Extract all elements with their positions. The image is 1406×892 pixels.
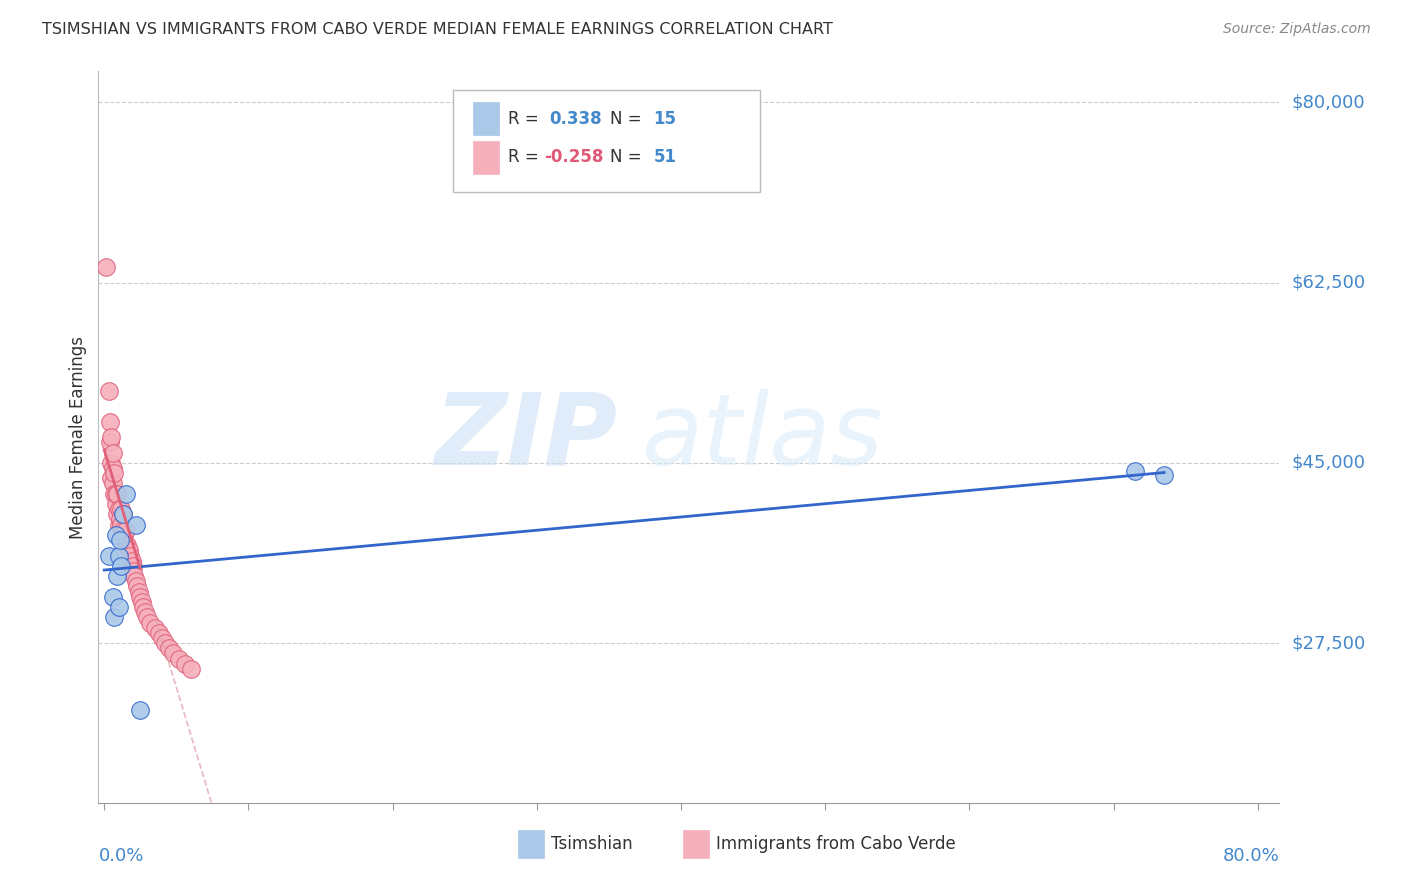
Point [1153, 468, 1175, 483]
Point [98, 435, 121, 450]
Point [94, 260, 117, 274]
Point [100, 430, 122, 444]
Text: ZIP: ZIP [434, 389, 619, 485]
Point [111, 523, 134, 537]
Point [153, 636, 176, 650]
Point [100, 456, 122, 470]
Point [1123, 464, 1146, 478]
Text: Tsimshian: Tsimshian [551, 835, 633, 853]
Point [118, 543, 141, 558]
FancyBboxPatch shape [453, 90, 759, 192]
Point [129, 590, 152, 604]
Text: 0.338: 0.338 [550, 110, 602, 128]
Point [111, 508, 134, 522]
Text: TSIMSHIAN VS IMMIGRANTS FROM CABO VERDE MEDIAN FEMALE EARNINGS CORRELATION CHART: TSIMSHIAN VS IMMIGRANTS FROM CABO VERDE … [42, 22, 832, 37]
Point [101, 445, 124, 459]
Text: 80.0%: 80.0% [1223, 847, 1279, 864]
Point [107, 517, 129, 532]
Bar [683, 830, 709, 858]
Point [139, 615, 162, 630]
Bar [517, 830, 544, 858]
Text: Immigrants from Cabo Verde: Immigrants from Cabo Verde [716, 835, 956, 853]
Point [101, 461, 124, 475]
Point [129, 703, 152, 717]
Point [136, 610, 159, 624]
Point [111, 508, 134, 522]
Text: 15: 15 [654, 110, 676, 128]
Text: Source: ZipAtlas.com: Source: ZipAtlas.com [1223, 22, 1371, 37]
Point [107, 600, 129, 615]
Point [114, 487, 136, 501]
Point [125, 517, 148, 532]
Point [114, 538, 136, 552]
Point [110, 558, 132, 573]
Text: $80,000: $80,000 [1291, 94, 1365, 112]
Point [103, 466, 125, 480]
Point [117, 538, 139, 552]
Point [110, 502, 132, 516]
Point [122, 558, 145, 573]
Point [174, 657, 197, 671]
Point [104, 528, 127, 542]
Point [103, 610, 125, 624]
Point [167, 651, 190, 665]
Text: 0.0%: 0.0% [98, 847, 143, 864]
Text: $27,500: $27,500 [1291, 634, 1365, 652]
Point [97, 384, 120, 398]
Point [150, 631, 173, 645]
Point [124, 569, 146, 583]
Point [157, 641, 180, 656]
Point [128, 584, 150, 599]
Point [108, 533, 131, 547]
Point [125, 574, 148, 589]
Text: $45,000: $45,000 [1291, 454, 1365, 472]
Point [104, 487, 127, 501]
Point [131, 595, 153, 609]
Point [105, 487, 128, 501]
Point [107, 502, 129, 516]
Point [132, 600, 155, 615]
Point [120, 549, 142, 563]
Text: -0.258: -0.258 [544, 148, 603, 166]
Point [122, 564, 145, 578]
Point [101, 590, 124, 604]
Text: R =: R = [508, 148, 538, 166]
Point [98, 415, 121, 429]
Point [108, 512, 131, 526]
Bar [472, 141, 499, 174]
Point [134, 605, 156, 619]
Point [105, 569, 128, 583]
Point [105, 508, 128, 522]
Y-axis label: Median Female Earnings: Median Female Earnings [69, 335, 87, 539]
Point [162, 647, 184, 661]
Text: $62,500: $62,500 [1291, 274, 1365, 292]
Point [127, 579, 149, 593]
Point [112, 528, 135, 542]
Point [148, 625, 170, 640]
Text: R =: R = [508, 110, 538, 128]
Point [104, 497, 127, 511]
Point [100, 471, 122, 485]
Text: N =: N = [610, 110, 641, 128]
Text: 51: 51 [654, 148, 676, 166]
Point [101, 476, 124, 491]
Text: N =: N = [610, 148, 641, 166]
Point [97, 549, 120, 563]
Bar [472, 102, 499, 135]
Point [114, 523, 136, 537]
Point [143, 621, 166, 635]
Point [103, 487, 125, 501]
Point [110, 517, 132, 532]
Point [180, 662, 202, 676]
Point [121, 554, 143, 568]
Point [107, 549, 129, 563]
Text: atlas: atlas [641, 389, 883, 485]
